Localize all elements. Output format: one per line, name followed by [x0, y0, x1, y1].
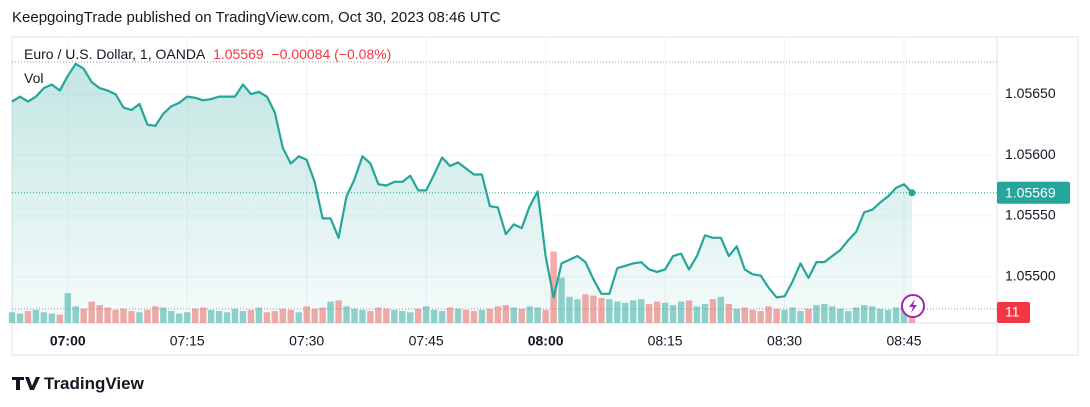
y-tick-label: 1.05650 — [1005, 85, 1056, 101]
volume-bar — [550, 251, 557, 323]
y-tick-label: 1.05550 — [1005, 207, 1056, 223]
legend-price: 1.05569 — [213, 46, 264, 62]
volume-tag-label: 11 — [1005, 304, 1020, 320]
x-tick-label: 07:30 — [289, 333, 324, 349]
x-tick-label: 08:45 — [887, 333, 922, 349]
x-tick-label: 07:15 — [170, 333, 205, 349]
volume-tag — [997, 302, 1030, 323]
legend-change: −0.00084 (−0.08%) — [271, 46, 392, 62]
legend: Euro / U.S. Dollar, 1, OANDA 1.05569 −0.… — [24, 46, 391, 62]
volume-label: Vol — [24, 70, 44, 86]
logo — [12, 377, 40, 390]
publisher: KeepgoingTrade published on TradingView.… — [12, 9, 501, 26]
x-tick-label: 07:00 — [50, 333, 86, 349]
alert-icon-bolt — [909, 299, 917, 313]
area-fill — [12, 63, 912, 324]
price-line — [11, 62, 913, 299]
x-tick-label: 07:45 — [409, 333, 444, 349]
y-tick-label: 1.05600 — [1005, 146, 1056, 162]
x-tick-label: 08:30 — [767, 333, 802, 349]
y-tick-label: 1.05500 — [1005, 267, 1056, 283]
price-tag — [997, 181, 1070, 204]
x-tick-label: 08:15 — [648, 333, 683, 349]
price-tag-label: 1.05569 — [1005, 184, 1056, 200]
symbol: Euro / U.S. Dollar, 1, OANDA — [24, 46, 206, 62]
last-point — [908, 189, 916, 197]
x-tick-label: 08:00 — [528, 333, 564, 349]
brand: TradingView — [44, 374, 144, 393]
